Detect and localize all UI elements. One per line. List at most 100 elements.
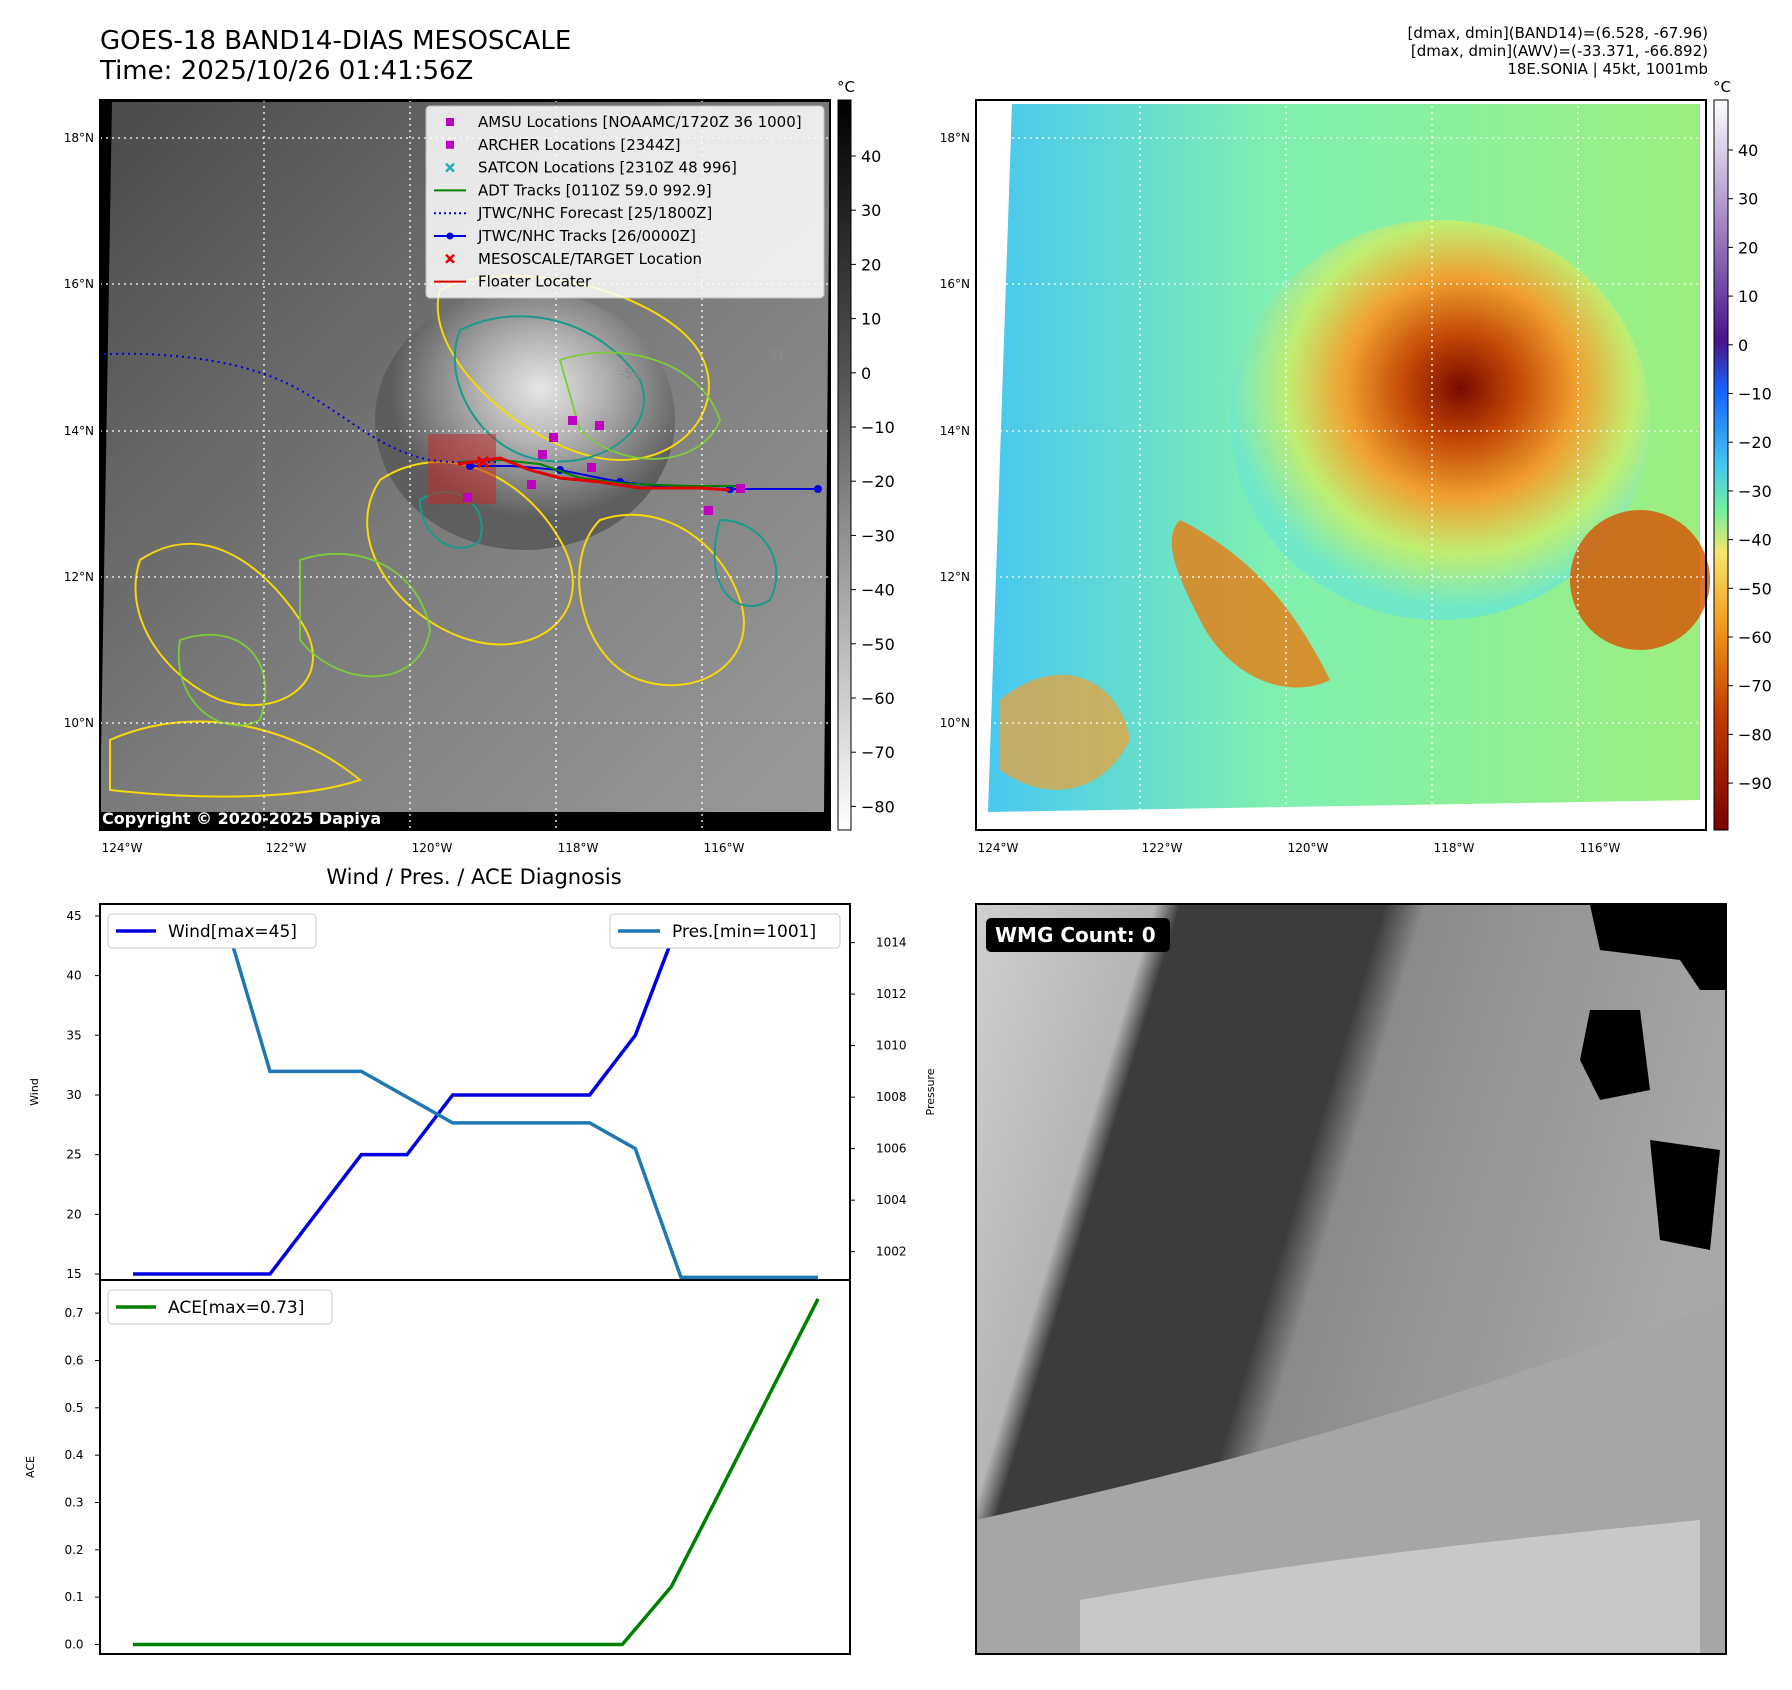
colorbar-tick-label: −30	[1738, 482, 1772, 501]
lat-tick-label: 10°N	[940, 716, 970, 730]
legend-label: MESOSCALE/TARGET Location	[478, 250, 702, 268]
colorbar-tick-label: 10	[1738, 287, 1758, 306]
colorbar-tick-label: 0	[1738, 336, 1748, 355]
svg-text:Wind[max=45]: Wind[max=45]	[168, 922, 297, 942]
ace-tick-label: 0.4	[64, 1448, 83, 1462]
colorbar-tick-label: −80	[1738, 725, 1772, 744]
adt-track[interactable]	[459, 458, 740, 487]
pressure-tick-label: 1006	[876, 1142, 907, 1156]
colorbar-tick-label: −20	[1738, 433, 1772, 452]
colorbar-tick-label: −10	[1738, 385, 1772, 404]
legend-entry[interactable]: ARCHER Locations [2344Z]	[446, 136, 681, 154]
colorbar-tick-label: 40	[861, 147, 881, 166]
wind-tick-label: 15	[66, 1267, 81, 1281]
map-gray-frame	[99, 99, 831, 831]
lat-tick-label: 18°N	[940, 131, 970, 145]
copyright-text: Copyright © 2020-2025 Dapiya	[102, 809, 381, 828]
diagnosis-title: Wind / Pres. / ACE Diagnosis	[326, 865, 621, 889]
colorbar-tick-label: 30	[861, 201, 881, 220]
wind-tick-label: 40	[66, 969, 81, 983]
pressure-tick-label: 1004	[876, 1193, 907, 1207]
colorbar-tick-label: −70	[861, 743, 895, 762]
legend-entry[interactable]: ADT Tracks [0110Z 59.0 992.9]	[434, 181, 712, 199]
legend-label: ADT Tracks [0110Z 59.0 992.9]	[478, 181, 712, 199]
pressure-series-line[interactable]	[133, 915, 818, 1280]
legend-entry[interactable]: MESOSCALE/TARGET Location	[445, 250, 702, 268]
chart-title: GOES-18 BAND14-DIAS MESOSCALE	[100, 26, 572, 56]
ace-tick-label: 0.1	[64, 1590, 83, 1604]
lon-tick-label: 118°W	[1434, 841, 1475, 855]
colorbar-tick-label: −80	[861, 797, 895, 816]
legend-entry[interactable]: SATCON Locations [2310Z 48 996]	[445, 159, 737, 177]
contours-green	[177, 351, 721, 726]
lat-tick-label: 16°N	[940, 277, 970, 291]
ace-axis-label: ACE	[24, 1456, 37, 1478]
lon-tick-label: 122°W	[266, 841, 307, 855]
target-location-marker[interactable]	[476, 455, 490, 469]
lon-tick-label: 122°W	[1142, 841, 1183, 855]
colorbar-tick-label: −20	[861, 472, 895, 491]
colorbar-color-bar	[1713, 99, 1729, 831]
colorbar-tick-label: 20	[861, 255, 881, 274]
wind-tick-label: 25	[66, 1148, 81, 1162]
cloud-band-south	[1000, 674, 1130, 790]
cloud-band-east	[1570, 510, 1710, 650]
lon-tick-label: 124°W	[978, 841, 1019, 855]
pressure-tick-label: 1014	[876, 936, 907, 950]
pressure-axis-label: Pressure	[924, 1068, 937, 1115]
legend-entry[interactable]: AMSU Locations [NOAAMC/1720Z 36 1000]	[446, 113, 802, 131]
lat-tick-label: 18°N	[64, 131, 94, 145]
legend-label: JTWC/NHC Forecast [25/1800Z]	[477, 204, 712, 222]
wmg-count-label: WMG Count: 0	[995, 923, 1156, 947]
legend-entry[interactable]: JTWC/NHC Forecast [25/1800Z]	[434, 204, 712, 222]
pressure-tick-label: 1010	[876, 1039, 907, 1053]
map-color-grid	[976, 100, 1706, 830]
ace-axes	[99, 1279, 851, 1655]
wind-axis-label: Wind	[28, 1078, 41, 1106]
wmg-count-badge	[986, 918, 1170, 952]
legend-square-marker	[446, 118, 454, 126]
colorbar-color-unit: °C	[1713, 78, 1731, 96]
colorbar-tick-label: 40	[1738, 141, 1758, 160]
svg-text:Pres.[min=1001]: Pres.[min=1001]	[672, 922, 816, 942]
lon-tick-label: 120°W	[412, 841, 453, 855]
colorbar-tick-label: −40	[861, 581, 895, 600]
lat-tick-label: 16°N	[64, 277, 94, 291]
legend-x-marker	[445, 162, 455, 173]
ace-tick-label: 0.7	[64, 1306, 83, 1320]
colorbar-tick-label: −60	[1738, 628, 1772, 647]
wmg-frame	[975, 903, 1727, 1655]
lon-tick-label: 124°W	[102, 841, 143, 855]
map-legend	[425, 105, 825, 299]
colorbar-tick-label: −30	[861, 526, 895, 545]
lon-tick-label: 116°W	[704, 841, 745, 855]
legend-label: SATCON Locations [2310Z 48 996]	[478, 159, 737, 177]
pressure-legend: Pres.[min=1001]	[609, 913, 841, 949]
ace-series-line[interactable]	[133, 1298, 820, 1647]
colorbar-tick-label: 30	[1738, 190, 1758, 209]
legend-label: AMSU Locations [NOAAMC/1720Z 36 1000]	[478, 113, 802, 131]
legend-x-marker	[445, 253, 455, 264]
lat-tick-label: 12°N	[64, 570, 94, 584]
pressure-tick-label: 1002	[876, 1245, 907, 1259]
legend-label: Floater Locater	[478, 273, 592, 291]
lat-tick-label: 10°N	[64, 716, 94, 730]
ace-tick-label: 0.2	[64, 1543, 83, 1557]
colorbar-gray-bar	[837, 99, 852, 831]
floater-locater-track[interactable]	[457, 456, 731, 492]
colorbar-gray: °C 40 30 20 10 0 −10 −20 −30 −40 −50 −60 −70 −80	[837, 78, 895, 831]
ace-legend: ACE[max=0.73]	[107, 1289, 333, 1325]
colorbar-tick-label: 20	[1738, 238, 1758, 257]
info-band14: [dmax, dmin](BAND14)=(6.528, -67.96)	[1407, 24, 1708, 42]
legend-entry[interactable]: Floater Locater	[434, 273, 592, 291]
map-panel-color	[975, 99, 1710, 831]
colorbar-tick-label: −50	[861, 635, 895, 654]
ace-tick-label: 0.5	[64, 1401, 83, 1415]
storm-cloud-gray	[375, 290, 675, 550]
cloud-band-southwest	[1171, 520, 1330, 688]
info-block: [dmax, dmin](BAND14)=(6.528, -67.96) [dm…	[1108, 24, 1708, 78]
legend-entry[interactable]: JTWC/NHC Tracks [26/0000Z]	[434, 227, 696, 245]
wind-legend: Wind[max=45]	[107, 913, 317, 949]
chart-time: Time: 2025/10/26 01:41:56Z	[100, 56, 474, 86]
